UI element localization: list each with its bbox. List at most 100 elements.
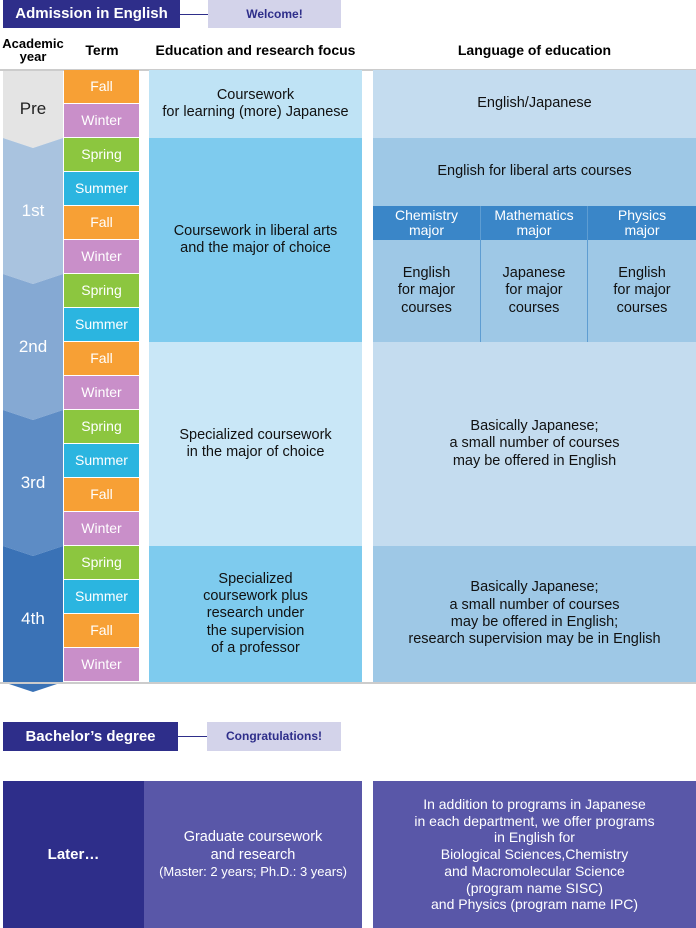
term: Spring [64,546,139,579]
later-programs: In addition to programs in Japanese in ea… [373,781,696,928]
term-text: Winter [81,520,122,537]
year-label-text: Pre [19,98,47,118]
language: Basically Japanese; a small number of cou… [373,342,696,546]
language-text: Basically Japanese; [470,579,599,596]
later-focus: Graduate coursework and research (Master: … [144,781,362,928]
language-text: a small number of courses [449,435,620,452]
major-name-text: major [624,222,660,238]
degree-bar-text: Bachelor’s degree [25,727,156,745]
rule [180,14,208,15]
column-header: Term [64,36,140,64]
term-text: Spring [81,146,122,163]
major-name-text: major [516,222,552,238]
focus-text: Specialized coursework [179,426,332,443]
major-language-text: for major [397,282,456,299]
term: Summer [64,308,139,341]
major-language: English for major courses [373,240,480,342]
rule [0,682,696,684]
year-chevron [3,138,63,284]
term-text: Summer [75,316,128,333]
term: Winter [64,512,139,545]
term-text: Winter [81,248,122,265]
term: Fall [64,478,139,511]
language-text: a small number of courses [449,596,620,613]
major-language-text: courses [401,299,452,316]
language-text: research supervision may be in English [408,631,661,648]
major-name-text: Mathematics [494,207,574,224]
focus-text: and the major of choice [180,240,331,256]
year-label-text: 4th [21,608,45,628]
later-programs-text: In addition to programs in Japanese [423,795,646,812]
focus: Coursework in liberal arts and the major … [149,138,362,342]
year-chevron [3,410,63,556]
term-text: Fall [90,78,113,95]
title-bar: Admission in English [3,0,180,28]
later-programs-text: (program name SISC) [466,879,603,896]
term-text: Fall [90,350,113,367]
term-text: Fall [90,486,113,503]
major-language-text: for major [505,282,563,299]
later-programs-text: Biological Sciences,Chemistry [440,846,629,863]
column-header: Academic year [0,36,66,64]
term-text: Summer [75,588,128,605]
later-label: Later… [3,781,144,928]
rule [587,206,588,342]
column-header: Education and research focus [149,36,362,64]
term-text: Summer [75,180,128,197]
term: Fall [64,70,139,103]
column-header-text: Language of education [457,42,612,58]
major-name-text: Physics [617,207,667,224]
term-text: Fall [90,622,113,639]
badge-text: Welcome! [246,6,303,21]
focus-text: Coursework [216,86,295,103]
year-label-text: 2nd [18,336,48,356]
term: Fall [64,614,139,647]
duration: (Master: 2 years; Ph.D.: 3 years) [159,864,347,880]
language: English for liberal arts courses [373,138,696,206]
term: Winter [64,648,139,681]
year-label: Pre [3,75,63,143]
term-text: Spring [81,418,122,435]
major-language: Japanese for major courses [481,240,587,342]
term-text: Spring [81,282,122,299]
term: Summer [64,444,139,477]
language: Basically Japanese; a small number of cou… [373,546,696,682]
term: Summer [64,172,139,205]
year-label: 4th [3,551,63,687]
term: Winter [64,376,139,409]
focus-text: the supervision [206,622,305,639]
year-label-text: 3rd [20,472,46,492]
term: Spring [64,410,139,443]
major-language-text: English [402,264,451,281]
later-programs-text: and Macromolecular Science [444,862,625,879]
column-header-text: year [19,49,47,64]
column-header-text: Term [85,42,119,58]
language-text: English/Japanese [477,95,592,112]
badge: Congratulations! [207,722,341,751]
later-focus-text: and research [210,846,296,863]
term: Fall [64,342,139,375]
term: Summer [64,580,139,613]
later-programs-text: in each department, we offer programs [414,812,655,829]
major-language-text: courses [508,299,560,316]
year-chevron [3,70,63,148]
focus: Specialized coursework plus research under… [149,546,362,682]
year-chevron [3,546,63,692]
major-language-text: courses [616,299,668,316]
term-text: Winter [81,656,122,673]
column-header-text: Academic [2,36,64,51]
later-programs-text: and Physics (program name IPC) [431,896,638,913]
major-language-text: for major [613,282,671,299]
term: Winter [64,240,139,273]
term-text: Spring [81,554,122,571]
year-label: 1st [3,143,63,279]
major-name: Physics major [588,206,696,240]
focus-text: of a professor [211,640,300,657]
year-chevron [3,274,63,420]
language-text: English for liberal arts courses [437,163,632,180]
badge-text: Congratulations! [226,729,322,744]
column-header: Language of education [373,36,696,64]
rule [480,206,481,342]
badge: Welcome! [208,0,341,28]
